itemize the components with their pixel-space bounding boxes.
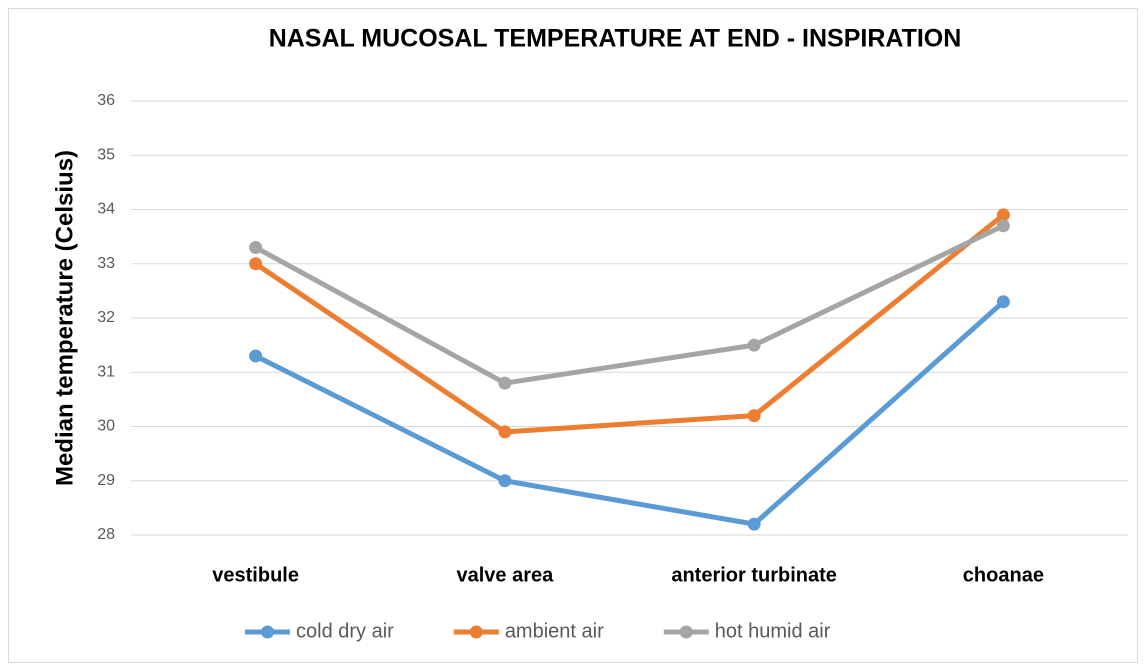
legend-label: ambient air — [505, 620, 604, 642]
legend-marker — [679, 625, 693, 639]
data-point — [249, 240, 263, 254]
chart-border — [8, 8, 1138, 663]
x-tick-label: choanae — [963, 564, 1044, 586]
y-tick-label: 32 — [97, 309, 115, 326]
x-tick-label: vestibule — [212, 564, 299, 586]
data-point — [747, 517, 761, 531]
data-point — [498, 425, 512, 439]
data-point — [249, 257, 263, 271]
legend-label: cold dry air — [296, 620, 394, 642]
y-tick-label: 36 — [97, 92, 115, 109]
legend-marker — [261, 625, 274, 639]
legend-label: hot humid air — [715, 620, 831, 642]
data-point — [747, 338, 761, 352]
series-line — [253, 223, 1006, 386]
y-tick-label: 29 — [97, 472, 115, 489]
data-point — [249, 349, 263, 363]
y-tick-label: 33 — [97, 255, 115, 272]
data-point — [996, 208, 1010, 222]
y-tick-label: 35 — [97, 146, 115, 163]
series-line — [253, 299, 1006, 527]
y-tick-label: 30 — [97, 418, 115, 435]
y-tick-label: 34 — [97, 201, 115, 218]
data-point — [996, 219, 1010, 233]
chart-title: NASAL MUCOSAL TEMPERATURE AT END - INSPI… — [269, 25, 962, 53]
data-point — [996, 295, 1010, 309]
data-point — [498, 376, 512, 390]
legend-marker — [469, 625, 483, 639]
y-axis-label: Median temperature (Celsius) — [51, 150, 78, 486]
series-line — [253, 212, 1006, 435]
x-tick-label: anterior turbinate — [671, 564, 837, 586]
x-tick-label: valve area — [456, 564, 554, 586]
y-tick-label: 28 — [97, 526, 115, 543]
data-point — [747, 409, 761, 423]
y-tick-label: 31 — [97, 363, 115, 380]
data-point — [498, 474, 512, 488]
